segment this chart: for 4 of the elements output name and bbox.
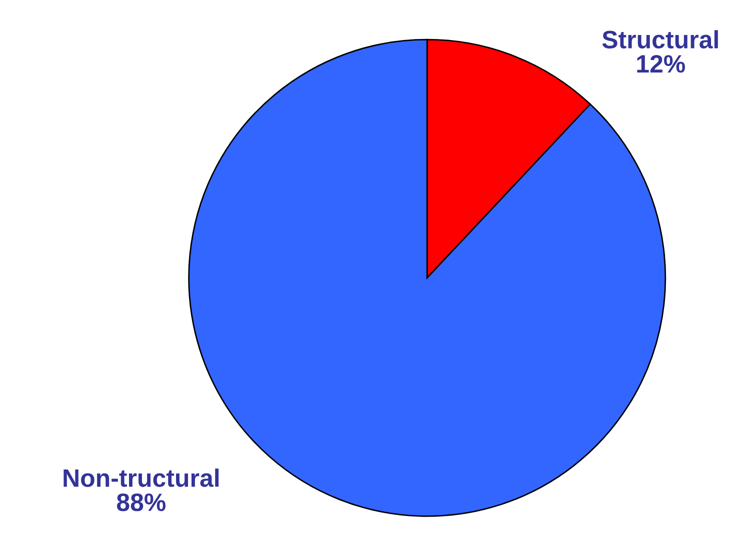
- slice-label: Non-tructural: [64, 468, 219, 487]
- data-label: 88%: [116, 493, 166, 512]
- slice-label: Structural: [602, 30, 718, 49]
- data-label: 12%: [637, 55, 685, 73]
